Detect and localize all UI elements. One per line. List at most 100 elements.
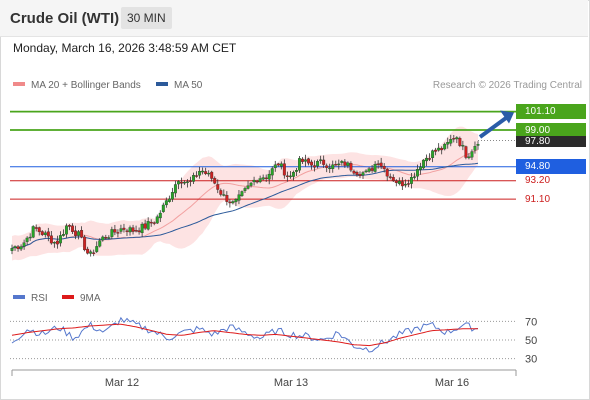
candle-body bbox=[406, 183, 410, 185]
candle-body bbox=[71, 225, 74, 232]
candle-body bbox=[152, 222, 156, 224]
price-level-last-label: 97.80 bbox=[516, 135, 586, 147]
legend-swatch-bollinger bbox=[13, 82, 25, 87]
price-level-resistance-label: 99.00 bbox=[516, 122, 586, 138]
candle-body bbox=[325, 165, 329, 168]
candle-body bbox=[434, 149, 438, 152]
candle-body bbox=[461, 145, 465, 147]
candle-body bbox=[80, 230, 84, 238]
candle-body bbox=[246, 185, 250, 189]
candle-body bbox=[307, 158, 310, 164]
ma50-line bbox=[11, 162, 479, 249]
candle-body bbox=[61, 234, 65, 236]
candle-body bbox=[122, 227, 126, 230]
ma20-line bbox=[11, 149, 479, 249]
candle-body bbox=[449, 139, 453, 144]
legend-swatch-rsi-ma bbox=[62, 295, 74, 300]
candle-body bbox=[298, 158, 301, 171]
candle-body bbox=[422, 159, 425, 169]
candle-body bbox=[13, 246, 17, 249]
candle-body bbox=[74, 230, 77, 236]
x-axis-label: Mar 12 bbox=[105, 377, 139, 389]
candle-body bbox=[180, 181, 183, 184]
candle-body bbox=[419, 166, 422, 170]
candle-body bbox=[331, 164, 335, 169]
candle-body bbox=[43, 232, 47, 235]
rsi-tick-label: 30 bbox=[525, 354, 537, 366]
candle-body bbox=[170, 192, 174, 200]
price-level-support-label: 91.10 bbox=[525, 193, 551, 205]
candle-body bbox=[173, 184, 177, 194]
candle-body bbox=[19, 246, 23, 250]
candle-body bbox=[119, 228, 123, 232]
candle-body bbox=[52, 242, 56, 244]
candle-body bbox=[55, 240, 59, 245]
candle-body bbox=[58, 235, 62, 244]
rsi-tick-label: 50 bbox=[525, 335, 537, 347]
rsi-ma-line bbox=[11, 323, 478, 347]
candle-body bbox=[467, 156, 471, 159]
legend-swatch-ma50 bbox=[156, 82, 168, 87]
candle-body bbox=[225, 195, 229, 202]
candle-body bbox=[473, 146, 477, 151]
candle-body bbox=[25, 237, 29, 242]
candle-body bbox=[195, 175, 199, 177]
candle-body bbox=[343, 161, 347, 166]
candle-body bbox=[65, 225, 68, 235]
candle-body bbox=[328, 167, 332, 170]
candle-body bbox=[364, 170, 368, 173]
candle-body bbox=[234, 199, 238, 203]
legend-swatch-rsi bbox=[13, 295, 25, 300]
candle-body bbox=[176, 181, 180, 185]
candle-body bbox=[104, 237, 108, 239]
x-axis-label: Mar 16 bbox=[435, 377, 469, 389]
candle-body bbox=[110, 229, 114, 237]
candle-body bbox=[183, 182, 186, 184]
candle-body bbox=[304, 159, 307, 162]
candle-body bbox=[355, 172, 359, 175]
candle-body bbox=[210, 171, 214, 179]
candle-body bbox=[376, 163, 380, 165]
candle-body bbox=[322, 159, 326, 165]
candle-body bbox=[452, 138, 456, 140]
candle-body bbox=[361, 172, 365, 176]
candle-body bbox=[455, 137, 459, 140]
candle-body bbox=[158, 212, 162, 219]
candle-body bbox=[137, 230, 141, 233]
candle-body bbox=[409, 176, 413, 184]
candle-body bbox=[116, 232, 120, 234]
candle-body bbox=[291, 172, 295, 177]
legend-bollinger: MA 20 + Bollinger Bands bbox=[13, 80, 141, 91]
price-level-resistance-label: 101.10 bbox=[516, 104, 586, 120]
instrument-title: Crude Oil (WTI) bbox=[10, 10, 120, 27]
candle-body bbox=[222, 194, 226, 196]
interval-selector[interactable]: 30 MIN bbox=[121, 7, 172, 29]
candle-body bbox=[92, 252, 96, 254]
candle-body bbox=[273, 164, 277, 169]
candle-body bbox=[98, 240, 102, 247]
candle-body bbox=[68, 225, 71, 227]
candle-body bbox=[143, 223, 147, 229]
candle-body bbox=[276, 163, 280, 166]
candle-body bbox=[403, 183, 407, 186]
legend-label-ma50: MA 50 bbox=[174, 80, 203, 91]
candle-body bbox=[113, 229, 117, 233]
candle-body bbox=[40, 231, 44, 235]
rsi-line bbox=[11, 316, 479, 353]
candle-body bbox=[207, 172, 211, 175]
candle-body bbox=[101, 236, 105, 241]
candle-body bbox=[279, 163, 283, 167]
candle-body bbox=[313, 165, 317, 168]
candle-body bbox=[37, 227, 41, 233]
forecast-arrow-shaft bbox=[478, 114, 510, 139]
candle-body bbox=[243, 188, 247, 191]
candle-body bbox=[285, 175, 289, 177]
candle-body bbox=[107, 237, 111, 239]
candle-body bbox=[319, 159, 323, 161]
candle-body bbox=[367, 168, 371, 172]
price-level-pivot-label: 94.80 bbox=[516, 159, 586, 175]
candle-body bbox=[164, 200, 168, 206]
candle-body bbox=[155, 216, 159, 224]
candle-body bbox=[89, 251, 93, 254]
